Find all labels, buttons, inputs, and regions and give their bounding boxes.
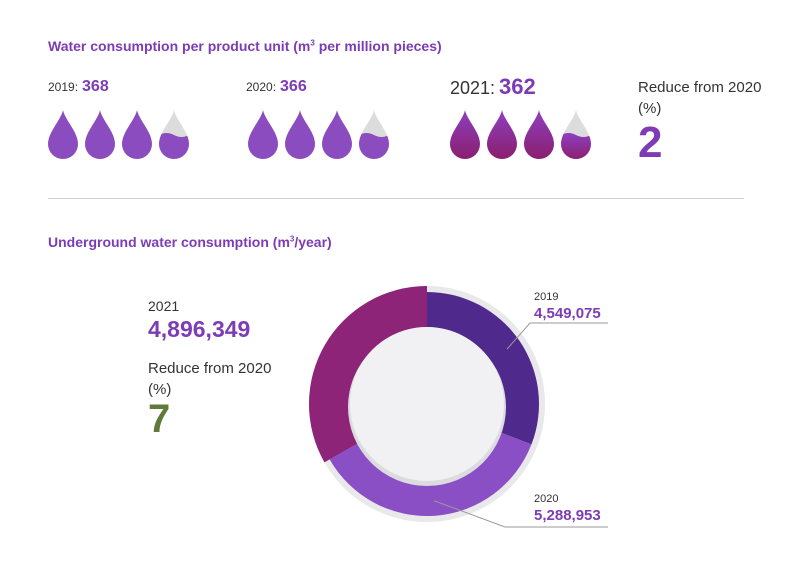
donut-slice-2020 <box>329 431 532 516</box>
label-value-2019: 4,549,075 <box>534 305 601 322</box>
water-drops <box>48 110 591 159</box>
section1-title: Water consumption per product unit (m3 p… <box>48 38 442 54</box>
reduce-label-line1: Reduce from 2020 <box>148 360 272 377</box>
label-value-2021: 4,896,349 <box>148 316 251 342</box>
reduce-label-line1: Reduce from 2020 <box>638 79 762 96</box>
leader-line-2019 <box>506 322 608 350</box>
donut-slice-2021 <box>308 286 427 463</box>
divider <box>48 198 744 199</box>
year-label: 2020: <box>246 80 277 94</box>
reduce-label-line2: (%) <box>148 381 172 398</box>
reduce-label-line2: (%) <box>638 100 662 117</box>
drop-icon <box>122 110 152 159</box>
donut-slice-2019 <box>427 292 539 445</box>
drop-icon <box>524 110 554 159</box>
year-2020-block: 2020: 366 <box>246 78 307 96</box>
year-value: 368 <box>82 78 109 95</box>
partial-drop-icon <box>159 110 189 159</box>
partial-drop-icon <box>561 110 591 159</box>
label-year-2020: 2020 <box>534 493 559 505</box>
label-value-2020: 5,288,953 <box>534 507 601 524</box>
drop-icon <box>48 110 78 159</box>
year-2021-block: 2021: 362 <box>450 74 536 100</box>
label-year-2021: 2021 <box>148 298 180 314</box>
label-year-2019: 2019 <box>534 291 559 303</box>
year-value: 362 <box>499 74 536 99</box>
reduce-label-2: Reduce from 2020 (%) <box>148 358 271 400</box>
drop-icon <box>248 110 278 159</box>
leader-line-2020 <box>434 500 608 528</box>
donut-hole <box>350 327 504 481</box>
year-value: 366 <box>280 78 307 95</box>
section2-title: Underground water consumption (m3/year) <box>48 234 332 250</box>
reduce-value-2: 7 <box>148 397 171 441</box>
reduce-value: 2 <box>638 118 663 167</box>
drop-icon <box>85 110 115 159</box>
year-label: 2019: <box>48 80 79 94</box>
year-2019-block: 2019: 368 <box>48 78 109 96</box>
drop-icon <box>322 110 352 159</box>
drop-icon <box>285 110 315 159</box>
reduce-label: Reduce from 2020 (%) <box>638 77 761 119</box>
partial-drop-icon <box>359 110 389 159</box>
drop-icon <box>450 110 480 159</box>
year-label: 2021: <box>450 78 496 98</box>
drop-icon <box>487 110 517 159</box>
